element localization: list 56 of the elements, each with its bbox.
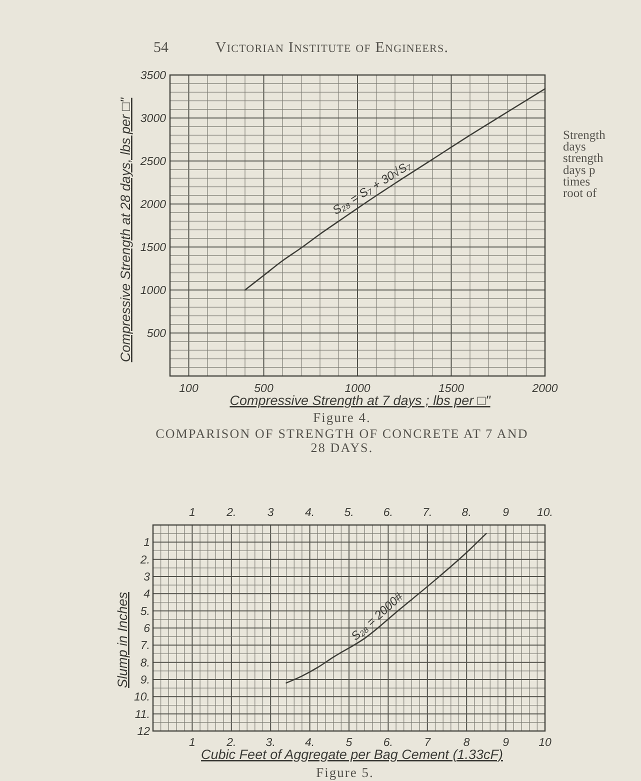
x-tick-label: 500 — [254, 383, 274, 395]
x-tick-label: 6. — [383, 737, 393, 749]
y-tick-label: 5. — [140, 606, 150, 618]
x-tick-label: 3. — [266, 737, 276, 749]
x2-tick-label: 8. — [462, 507, 472, 519]
x-tick-label: 1 — [188, 737, 196, 749]
annotation: S₂₈ = S₇ + 30√S₇ — [330, 158, 414, 218]
y-tick-label: 3500 — [140, 70, 167, 82]
x2-tick-label: 10. — [537, 507, 553, 519]
x2-tick-label: 4. — [305, 507, 315, 519]
y-tick-label: 12 — [137, 726, 151, 738]
line-series — [286, 532, 487, 684]
y-tick-label: 3 — [144, 572, 151, 584]
y-axis-title: Compressive Strength at 28 days, lbs per □" — [118, 96, 133, 362]
x2-tick-label: 7. — [422, 507, 432, 519]
y-tick-label: 500 — [146, 328, 167, 340]
y-tick-label: 1 — [144, 537, 150, 550]
y-tick-label: 10. — [134, 692, 150, 704]
x-tick-label: 1000 — [344, 383, 371, 395]
x-tick-label: 2000 — [531, 383, 558, 395]
x-tick-label: 1500 — [438, 383, 465, 395]
text: Victorian Institute of Engineers. — [215, 40, 449, 56]
x-axis-title: Cubic Feet of Aggregate per Bag Cement (1.33cF) — [201, 747, 503, 762]
x2-tick-label: 9 — [502, 507, 510, 519]
y-tick-label: 6 — [144, 623, 151, 636]
x2-tick-label: 6. — [383, 507, 393, 519]
y-tick-label: 1500 — [140, 242, 167, 254]
text: Figure 4. — [313, 410, 371, 425]
y-axis-title: Slump in Inches — [115, 592, 130, 688]
y-tick-label: 4 — [144, 588, 150, 601]
x-tick-label: 9 — [502, 737, 510, 749]
y-tick-label: 2500 — [139, 156, 167, 168]
y-tick-label: 2000 — [139, 199, 167, 212]
x-tick-label: 5 — [346, 737, 353, 749]
x2-tick-label: 1 — [188, 507, 196, 519]
y-tick-label: 3000 — [140, 113, 167, 126]
x-tick-label: 2. — [226, 737, 236, 749]
y-tick-label: 8. — [140, 657, 150, 670]
text: Strength days strength days p times root of — [563, 128, 606, 200]
y-tick-label: 2. — [139, 554, 150, 566]
x2-tick-label: 3 — [267, 507, 274, 519]
x-tick-label: 100 — [179, 383, 199, 395]
x-tick-label: 4. — [305, 737, 315, 749]
y-tick-label: 7. — [140, 640, 150, 652]
x2-tick-label: 5. — [344, 507, 354, 519]
y-tick-label: 1000 — [140, 285, 167, 298]
y-tick-label: 9. — [140, 674, 150, 687]
y-tick-label: 11. — [134, 708, 150, 721]
x-tick-label: 7 — [424, 737, 432, 749]
text: COMPARISON OF STRENGTH OF CONCRETE AT 7 AND 28 DAYS. — [156, 426, 528, 455]
text: 54 — [154, 40, 169, 56]
x-tick-label: 10 — [538, 737, 552, 749]
x-tick-label: 8 — [463, 737, 470, 749]
text: Figure 5. — [316, 765, 374, 780]
x2-tick-label: 2. — [226, 507, 236, 519]
x-axis-title: Compressive Strength at 7 days ; lbs per □" — [230, 393, 492, 408]
